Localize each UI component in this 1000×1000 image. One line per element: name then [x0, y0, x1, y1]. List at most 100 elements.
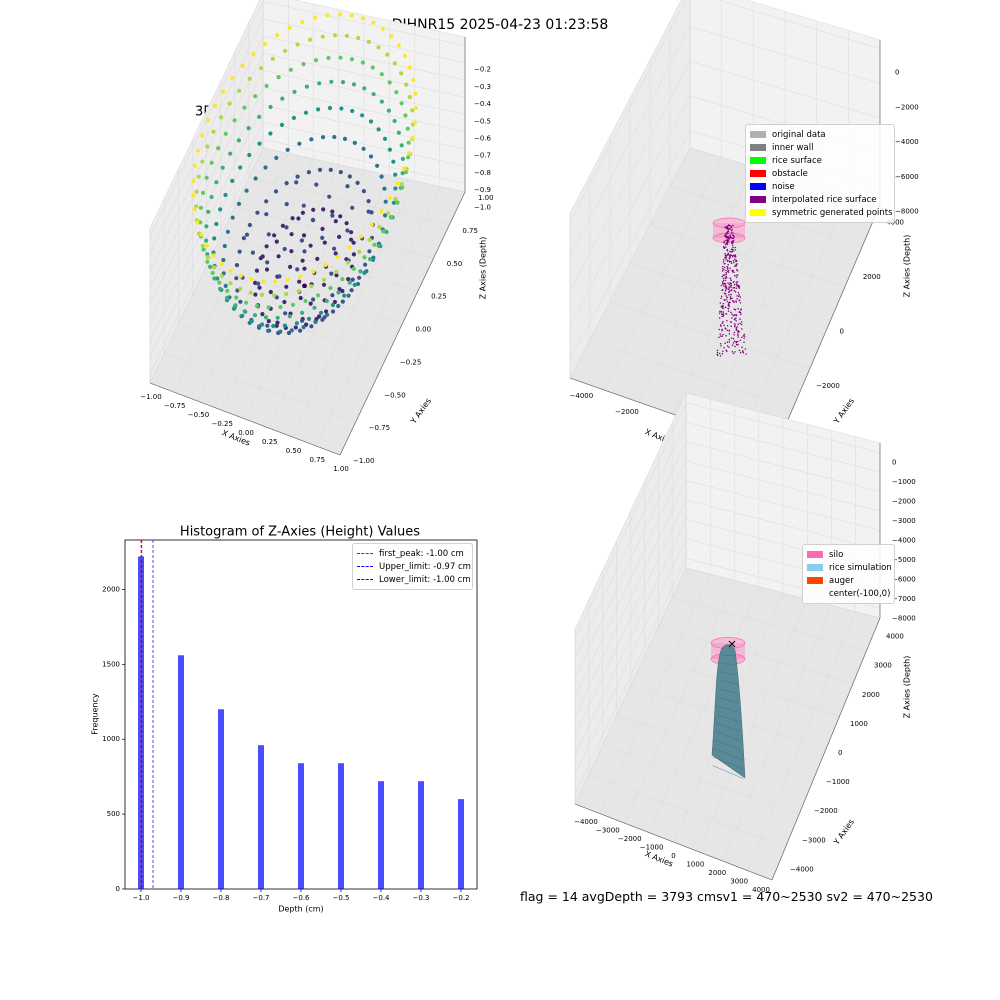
panel2-point	[723, 241, 725, 244]
panel2-point	[723, 347, 725, 349]
panel2-point	[736, 298, 738, 300]
panel1-point	[391, 200, 396, 205]
panel1-point	[205, 144, 210, 149]
panel1-point	[256, 281, 261, 286]
panel2-point	[727, 254, 730, 256]
panel1-point	[386, 108, 391, 113]
panel1-point	[223, 283, 228, 288]
panel1-point	[261, 279, 266, 284]
panel1-point	[301, 62, 306, 67]
panel1-point	[297, 141, 302, 146]
panel1-point	[230, 215, 235, 220]
panel1-point	[367, 237, 372, 242]
panel4-mesh-line	[716, 714, 740, 723]
panel1-point	[332, 246, 337, 251]
panel1-point	[289, 328, 294, 333]
histogram-legend: first_peak: -1.00 cm Upper_limit: -0.97 c…	[352, 543, 473, 590]
panel2-y-tick-label: 4000	[886, 219, 904, 227]
panel1-floor-grid-y	[262, 147, 466, 193]
histogram-x-tick-label: −0.5	[333, 894, 350, 902]
panel1-point	[240, 313, 245, 318]
panel2-point	[742, 350, 744, 352]
panel2-point	[727, 271, 730, 273]
panel2-point	[720, 295, 723, 298]
panel1-point	[277, 274, 282, 279]
panel2-point	[721, 335, 723, 338]
panel1-x-tick-label: −0.75	[164, 402, 185, 410]
panel1-point	[332, 134, 337, 140]
panel1-back-grid-z	[262, 18, 466, 64]
panel2-point	[734, 345, 736, 348]
histogram-legend-label: Upper_limit: -0.97 cm	[379, 561, 471, 572]
panel4-center-marker	[728, 640, 736, 648]
panel1-point	[191, 178, 196, 183]
panel1-point	[413, 91, 418, 96]
panel1-point	[211, 129, 216, 134]
panel1-point	[273, 189, 279, 194]
panel1-back-grid-z	[262, 70, 466, 115]
panel2-point	[728, 329, 731, 332]
panel1-point	[275, 33, 280, 38]
panel2-point	[736, 285, 738, 287]
panel2-point	[724, 266, 726, 269]
panel2-point	[739, 318, 741, 320]
panel2-point	[730, 248, 733, 251]
panel1-point	[300, 258, 305, 263]
panel1-point	[253, 292, 258, 297]
panel1-point	[347, 174, 352, 179]
panel4-x-tick-label: −4000	[574, 818, 598, 826]
panel1-point	[333, 219, 338, 224]
histogram-x-tick-label: −0.4	[373, 894, 391, 902]
panel1-point	[352, 140, 357, 145]
panel1-point	[308, 37, 313, 42]
panel1-point	[236, 201, 242, 206]
panel2-point	[736, 270, 739, 272]
panel1-point	[349, 288, 354, 293]
panel1-point	[361, 189, 366, 194]
panel1-point	[337, 234, 342, 239]
panel1-point	[350, 205, 355, 210]
panel1-point	[212, 265, 217, 270]
histogram-legend-entry: first_peak: -1.00 cm	[357, 547, 468, 560]
panel2-point	[731, 299, 734, 302]
panel2-point	[734, 290, 737, 293]
panel1-x-tick-label: 0.00	[238, 429, 254, 437]
panel1-point	[287, 25, 292, 30]
panel1-point	[355, 180, 360, 185]
panel4-z-tick-label: −1000	[892, 478, 916, 486]
panel1-point	[195, 220, 200, 225]
classify-legend-swatch	[750, 157, 766, 164]
panel2-point	[727, 269, 730, 272]
panel1-point	[324, 298, 329, 304]
panel1-point	[223, 192, 228, 198]
panel1-point	[402, 53, 408, 59]
panel2-back-grid-z	[689, 26, 881, 84]
panel1-point	[312, 305, 317, 310]
panel2-point	[737, 295, 740, 298]
simulation-legend: silo rice simulation auger center(-100,0)	[802, 544, 895, 604]
panel2-point	[724, 257, 726, 259]
status-text: flag = 14 avgDepth = 3793 cmsv1 = 470~25…	[520, 889, 933, 904]
histogram-legend-entry: Lower_limit: -1.00 cm	[357, 573, 471, 586]
panel1-point	[376, 243, 381, 248]
panel2-point	[721, 352, 724, 355]
panel1-point	[228, 281, 233, 286]
panel1-point	[194, 189, 199, 194]
panel2-point	[737, 343, 739, 346]
panel1-point	[379, 72, 384, 77]
panel1-point	[350, 108, 355, 114]
panel1-point	[314, 182, 319, 187]
panel2-point	[733, 308, 736, 310]
panel4-floor-grid-y	[685, 567, 881, 619]
panel1-point	[368, 154, 374, 159]
panel2-point	[725, 235, 727, 237]
panel2-point	[735, 327, 737, 329]
panel1-point	[347, 245, 352, 250]
histogram-x-tick-label: −0.2	[453, 894, 470, 902]
panel1-point	[326, 55, 331, 61]
panel4-x-tick-label: −1000	[640, 844, 664, 852]
panel2-point	[731, 269, 733, 272]
panel2-point	[723, 324, 725, 327]
panel1-point	[265, 323, 270, 328]
